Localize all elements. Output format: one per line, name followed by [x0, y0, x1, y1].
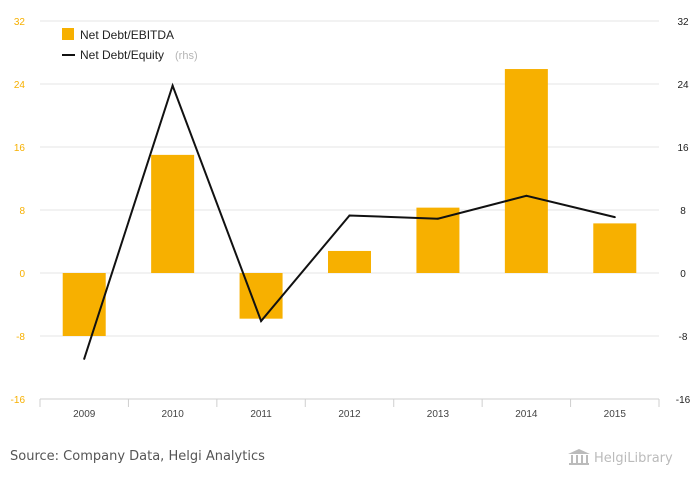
line-point-2011	[260, 320, 263, 323]
bar-2010	[151, 154, 195, 273]
x-tick-label: 2011	[250, 409, 272, 420]
x-tick-label: 2009	[73, 409, 96, 420]
y-tick-label-right: 0	[680, 269, 686, 280]
y-tick-label-right: 16	[677, 143, 689, 154]
bar-2015	[593, 223, 637, 273]
x-tick-label: 2015	[604, 409, 627, 420]
y-tick-label-right: 24	[677, 80, 689, 91]
y-tick-label-right: 8	[680, 206, 686, 217]
y-tick-label-right: -8	[679, 332, 688, 343]
line-point-2014	[525, 194, 528, 197]
y-tick-label-left: 32	[14, 17, 26, 28]
line-point-2012	[348, 214, 351, 217]
y-tick-label-left: 16	[14, 143, 26, 154]
y-tick-label-left: -16	[11, 395, 26, 406]
library-building-icon	[568, 449, 590, 465]
legend-label-rhs: (rhs)	[175, 50, 198, 62]
y-tick-label-left: 8	[19, 206, 25, 217]
bar-2012	[328, 250, 371, 273]
x-tick-label: 2013	[427, 409, 450, 420]
legend-swatch-bar	[62, 28, 74, 40]
helgi-library-logo: HelgiLibrary	[568, 449, 673, 466]
net-debt-chart: 32 24 16 8 0 -8 -16 32 24 16 8 0 -8 -16 2009 2010 2011 20…	[11, 17, 691, 420]
source-note: Source: Company Data, Helgi Analytics	[10, 449, 265, 464]
x-tick-label: 2010	[162, 409, 185, 420]
y-tick-label-left: -8	[16, 332, 25, 343]
line-point-2015	[613, 216, 616, 219]
legend-label-line: Net Debt/Equity	[80, 48, 164, 62]
x-tick-label: 2012	[338, 409, 361, 420]
x-tick-label: 2014	[515, 409, 538, 420]
line-point-2010	[171, 84, 174, 87]
y-tick-label-left: 0	[19, 269, 25, 280]
legend-label-bar: Net Debt/EBITDA	[80, 28, 174, 42]
bar-2009	[62, 273, 106, 336]
y-tick-label-right: 32	[677, 17, 689, 28]
line-point-2013	[436, 217, 439, 220]
logo-text: HelgiLibrary	[594, 451, 673, 466]
y-tick-label-right: -16	[676, 395, 691, 406]
y-tick-label-left: 24	[14, 80, 26, 91]
bar-2014	[504, 69, 548, 273]
line-point-2009	[83, 357, 86, 360]
